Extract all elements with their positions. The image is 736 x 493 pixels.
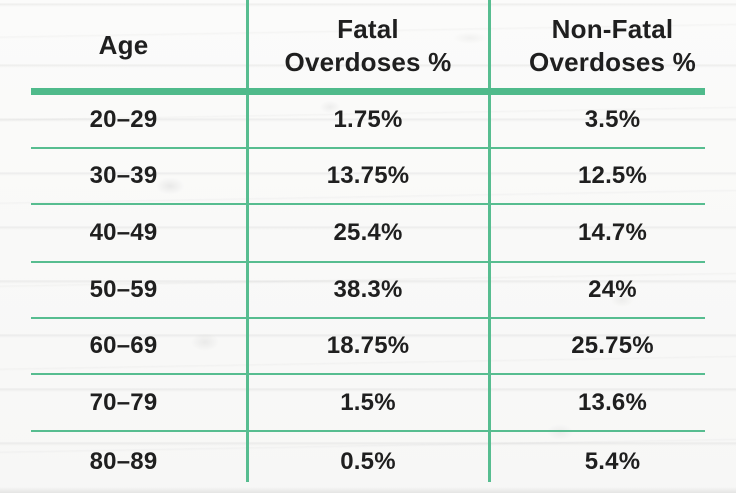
column-header-nonfatal: Non-Fatal Overdoses %	[489, 0, 736, 91]
header-rule	[31, 88, 705, 95]
age-cell: 60–69	[89, 332, 158, 359]
age-cell: 40–49	[89, 219, 158, 246]
row-divider-5	[31, 373, 705, 375]
nonfatal-cell: 25.75%	[571, 332, 654, 359]
row-divider-1	[31, 147, 705, 149]
age-cell: 20–29	[89, 105, 158, 133]
fatal-cell: 25.4%	[333, 219, 403, 246]
fatal-cell: 18.75%	[326, 332, 410, 359]
row-divider-3	[31, 261, 705, 263]
row-divider-4	[31, 317, 705, 319]
header-line: Overdoses %	[284, 46, 452, 77]
row-divider-2	[31, 203, 705, 205]
nonfatal-cell: 12.5%	[577, 162, 648, 189]
header-line: Non-Fatal	[551, 13, 674, 44]
fatal-cell: 0.5%	[340, 448, 396, 475]
age-cell: 50–59	[89, 276, 158, 303]
nonfatal-cell: 24%	[588, 276, 637, 303]
nonfatal-cell: 14.7%	[577, 219, 648, 246]
column-header-age: Age	[0, 0, 247, 91]
header-line: Age	[98, 30, 149, 60]
fatal-cell: 13.75%	[326, 162, 410, 189]
nonfatal-cell: 3.5%	[584, 105, 641, 133]
fatal-cell: 38.3%	[333, 276, 403, 303]
age-cell: 30–39	[89, 162, 158, 189]
row-divider-6	[31, 430, 705, 432]
nonfatal-cell: 5.4%	[584, 448, 641, 475]
age-cell: 70–79	[89, 388, 158, 416]
column-header-fatal: Fatal Overdoses %	[247, 0, 489, 91]
column-divider-left	[246, 0, 249, 482]
header-line: Overdoses %	[529, 46, 696, 77]
fatal-cell: 1.5%	[340, 388, 396, 416]
nonfatal-cell: 13.6%	[577, 388, 648, 416]
age-cell: 80–89	[89, 448, 158, 475]
fatal-cell: 1.75%	[333, 105, 403, 133]
column-divider-right	[488, 0, 491, 482]
header-line: Fatal	[337, 13, 399, 44]
